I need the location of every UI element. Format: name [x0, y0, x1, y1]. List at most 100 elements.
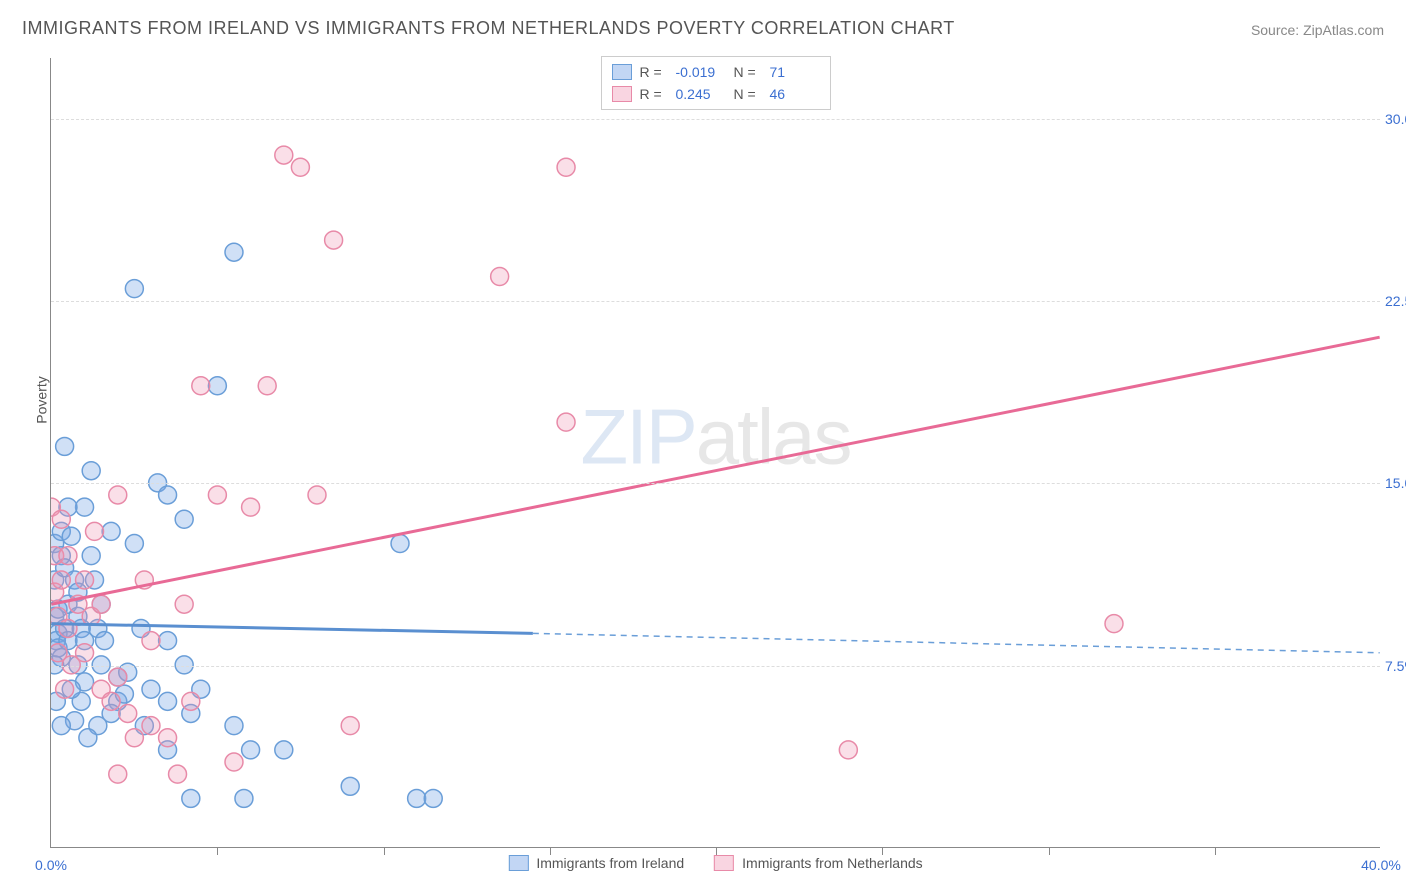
data-point [62, 680, 80, 698]
data-point [51, 583, 64, 601]
data-point [52, 649, 70, 667]
legend-row-series-b: R = 0.245 N = 46 [612, 83, 820, 105]
data-point [225, 717, 243, 735]
data-point [159, 486, 177, 504]
data-point [182, 789, 200, 807]
data-point [52, 522, 70, 540]
gridline [51, 119, 1380, 120]
data-point [56, 620, 74, 638]
data-point [82, 462, 100, 480]
xtick [1049, 847, 1050, 855]
xtick [384, 847, 385, 855]
ytick-label: 7.5% [1385, 658, 1406, 674]
swatch-series-b [612, 86, 632, 102]
r-value-a: -0.019 [676, 64, 726, 80]
data-point [135, 571, 153, 589]
data-point [59, 595, 77, 613]
data-point [86, 522, 104, 540]
data-point [69, 607, 87, 625]
data-point [175, 510, 193, 528]
watermark-zip: ZIP [580, 392, 695, 480]
page-title: IMMIGRANTS FROM IRELAND VS IMMIGRANTS FR… [22, 18, 955, 39]
n-value-a: 71 [770, 64, 820, 80]
xtick [1215, 847, 1216, 855]
xtick-label: 0.0% [35, 857, 67, 873]
data-point [142, 632, 160, 650]
data-point [192, 680, 210, 698]
data-point [51, 644, 67, 662]
data-point [341, 717, 359, 735]
data-point [76, 644, 94, 662]
data-point [82, 547, 100, 565]
data-point [225, 243, 243, 261]
legend-item-b: Immigrants from Netherlands [714, 855, 923, 871]
r-value-b: 0.245 [676, 86, 726, 102]
regression-line [533, 633, 1380, 652]
data-point [391, 535, 409, 553]
data-point [182, 692, 200, 710]
series-legend: Immigrants from Ireland Immigrants from … [508, 855, 922, 871]
regression-line [51, 624, 533, 634]
data-point [159, 729, 177, 747]
data-point [69, 595, 87, 613]
xtick [716, 847, 717, 855]
watermark-atlas: atlas [696, 392, 851, 480]
gridline [51, 483, 1380, 484]
swatch-series-b [714, 855, 734, 871]
data-point [235, 789, 253, 807]
data-point [159, 741, 177, 759]
data-point [51, 632, 65, 650]
n-value-b: 46 [770, 86, 820, 102]
data-point [109, 692, 127, 710]
data-point [52, 547, 70, 565]
data-point [102, 522, 120, 540]
xtick [217, 847, 218, 855]
data-point [82, 607, 100, 625]
data-point [119, 704, 137, 722]
data-point [242, 741, 260, 759]
data-point [125, 535, 143, 553]
data-point [102, 704, 120, 722]
data-point [175, 595, 193, 613]
data-point [839, 741, 857, 759]
data-point [51, 547, 64, 565]
xtick [882, 847, 883, 855]
source-attribution: Source: ZipAtlas.com [1251, 22, 1384, 38]
source-label: Source: [1251, 22, 1299, 38]
data-point [72, 692, 90, 710]
chart-container: ZIPatlas R = -0.019 N = 71 R = 0.245 N =… [50, 58, 1380, 848]
gridline [51, 301, 1380, 302]
r-label: R = [640, 64, 668, 80]
data-point [52, 510, 70, 528]
data-point [56, 680, 74, 698]
correlation-legend: R = -0.019 N = 71 R = 0.245 N = 46 [601, 56, 831, 110]
watermark: ZIPatlas [580, 391, 850, 482]
data-point [109, 765, 127, 783]
ytick-label: 30.0% [1385, 111, 1406, 127]
regression-line [51, 337, 1379, 604]
data-point [59, 632, 77, 650]
ytick-label: 22.5% [1385, 293, 1406, 309]
data-point [76, 571, 94, 589]
data-point [59, 547, 77, 565]
data-point [76, 498, 94, 516]
data-point [159, 632, 177, 650]
data-point [291, 158, 309, 176]
data-point [95, 632, 113, 650]
xtick-label: 40.0% [1361, 857, 1401, 873]
data-point [275, 146, 293, 164]
data-point [62, 527, 80, 545]
ytick-label: 15.0% [1385, 475, 1406, 491]
data-point [59, 620, 77, 638]
data-point [51, 639, 67, 657]
data-point [325, 231, 343, 249]
source-value: ZipAtlas.com [1303, 22, 1384, 38]
data-point [51, 607, 67, 625]
data-point [491, 268, 509, 286]
data-point [51, 600, 67, 618]
data-point [169, 765, 187, 783]
data-point [51, 692, 65, 710]
data-point [59, 498, 77, 516]
n-label: N = [734, 86, 762, 102]
data-point [159, 692, 177, 710]
